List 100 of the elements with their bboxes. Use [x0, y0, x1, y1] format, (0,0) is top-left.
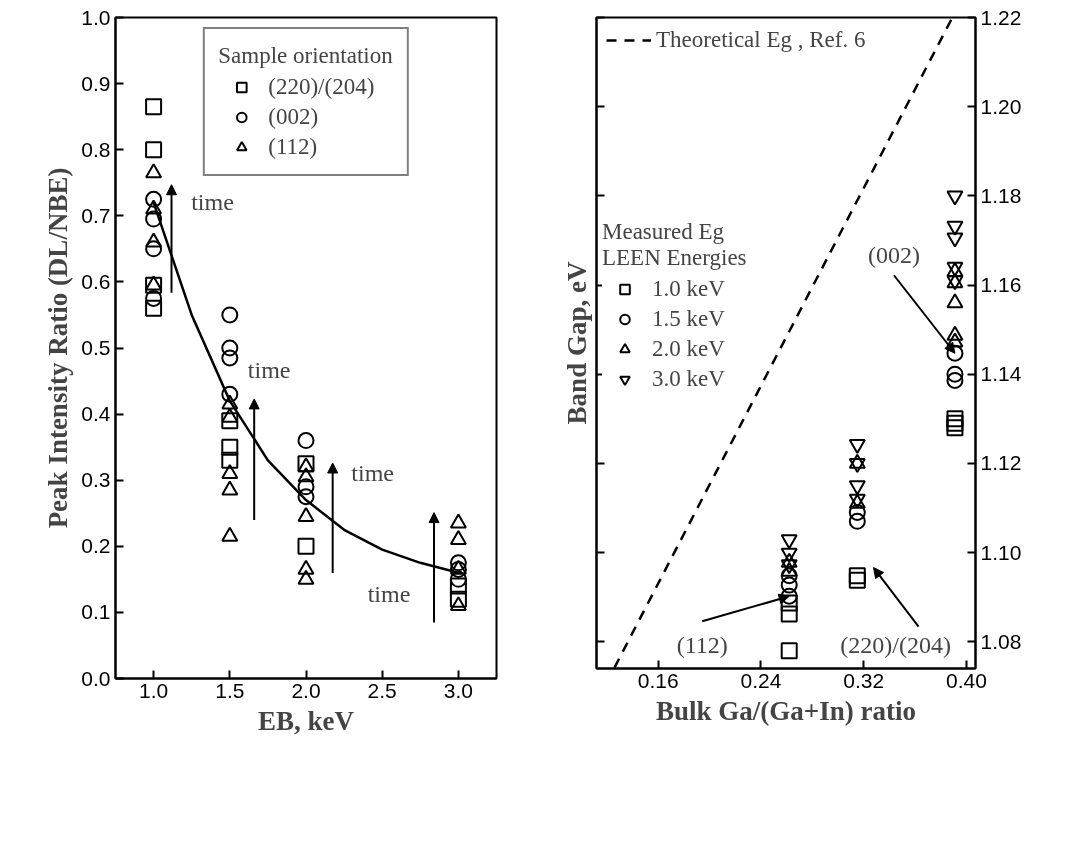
x-axis-title: EB, keV [257, 705, 355, 736]
x-tick-label: 0.16 [637, 668, 679, 692]
point [221, 394, 239, 410]
point [221, 339, 239, 357]
point [449, 590, 467, 608]
point [221, 407, 239, 423]
point [145, 199, 163, 215]
point [221, 349, 239, 367]
legend-title: Measured Eg LEEN Energies [602, 219, 747, 271]
y-tick-label: 1.14 [980, 362, 1022, 386]
y-tick-label: 0.1 [81, 600, 111, 624]
y-tick-label: 1.18 [980, 183, 1022, 207]
y-tick-label: 0.2 [81, 534, 111, 558]
point [221, 451, 239, 469]
point [848, 571, 866, 589]
point [145, 190, 163, 208]
point [297, 559, 315, 575]
y-tick-label: 0.8 [81, 137, 111, 161]
y-tick-label: 0.5 [81, 336, 111, 359]
point [297, 432, 315, 450]
x-axis-title: Bulk Ga/(Ga+In) ratio [656, 695, 916, 726]
y-tick-label: 1.16 [980, 273, 1022, 297]
annotation: time [247, 356, 291, 383]
y-axis-title: Peak Intensity Ratio (DL/NBE) [43, 167, 74, 529]
point [946, 419, 964, 437]
legend-label: 1.0 keV [652, 276, 725, 302]
x-tick-label: 1.5 [215, 678, 245, 702]
y-tick-label: 0.9 [81, 71, 111, 95]
point [221, 463, 239, 479]
point [449, 554, 467, 572]
x-tick-label: 2.5 [367, 678, 397, 702]
legend-label: 2.0 keV [652, 336, 725, 362]
point [449, 530, 467, 546]
point [221, 306, 239, 324]
point [297, 506, 315, 522]
y-tick-label: 0.4 [81, 402, 111, 426]
legend-label: (220)/(204) [268, 74, 375, 100]
point [145, 240, 163, 258]
point [297, 488, 315, 506]
y-tick-label: 0.3 [81, 468, 111, 492]
point [145, 289, 163, 307]
annotation: time [367, 580, 411, 607]
y-tick-label: 0.0 [81, 666, 111, 690]
point [780, 605, 798, 623]
point [946, 410, 964, 428]
point [848, 503, 866, 521]
point [946, 414, 964, 432]
y-tick-label: 1.08 [980, 629, 1022, 653]
point [946, 332, 964, 348]
point [145, 141, 163, 159]
point [780, 547, 798, 563]
point [145, 163, 163, 179]
annotation: time [351, 460, 394, 487]
annotation: (002) [867, 242, 920, 269]
point [449, 513, 467, 529]
point [780, 576, 798, 594]
point [221, 480, 239, 496]
y-tick-label: 1.22 [980, 5, 1022, 29]
point [297, 569, 315, 585]
y-tick-label: 1.12 [980, 451, 1022, 475]
x-tick-label: 3.0 [443, 678, 474, 702]
annotation: (220)/(204) [840, 631, 951, 658]
y-tick-label: 0.7 [81, 203, 111, 227]
y-tick-label: 1.10 [980, 540, 1022, 564]
point [297, 467, 315, 483]
x-tick-label: 0.40 [946, 668, 987, 692]
x-tick-label: 0.32 [843, 668, 885, 692]
point [848, 567, 866, 585]
point [449, 596, 467, 612]
legend-label: 3.0 keV [652, 366, 725, 392]
point [221, 438, 239, 456]
annotation: time [191, 188, 234, 215]
point [297, 537, 315, 555]
legend-label: (112) [268, 134, 318, 160]
point [848, 512, 866, 530]
y-tick-label: 1.20 [980, 94, 1022, 118]
point [221, 526, 239, 542]
point [946, 325, 964, 341]
point [221, 412, 239, 430]
point [946, 344, 964, 362]
legend-label: Theoretical Eg , Ref. 6 [656, 27, 866, 53]
y-axis-title: Band Gap, eV [561, 261, 592, 425]
point [946, 371, 964, 389]
point [145, 98, 163, 116]
legend-title: Sample orientation [218, 43, 393, 69]
point [221, 385, 239, 403]
point [780, 594, 798, 612]
point [946, 293, 964, 309]
y-tick-label: 1.0 [81, 5, 111, 29]
point [780, 567, 798, 585]
point [145, 210, 163, 228]
point [848, 453, 866, 469]
point [449, 577, 467, 595]
legend-label: 1.5 keV [652, 306, 725, 332]
y-tick-label: 0.6 [81, 269, 111, 293]
x-tick-label: 2.0 [291, 678, 321, 702]
point [946, 365, 964, 383]
point [145, 299, 163, 317]
x-tick-label: 0.24 [740, 668, 782, 692]
point [145, 232, 163, 248]
